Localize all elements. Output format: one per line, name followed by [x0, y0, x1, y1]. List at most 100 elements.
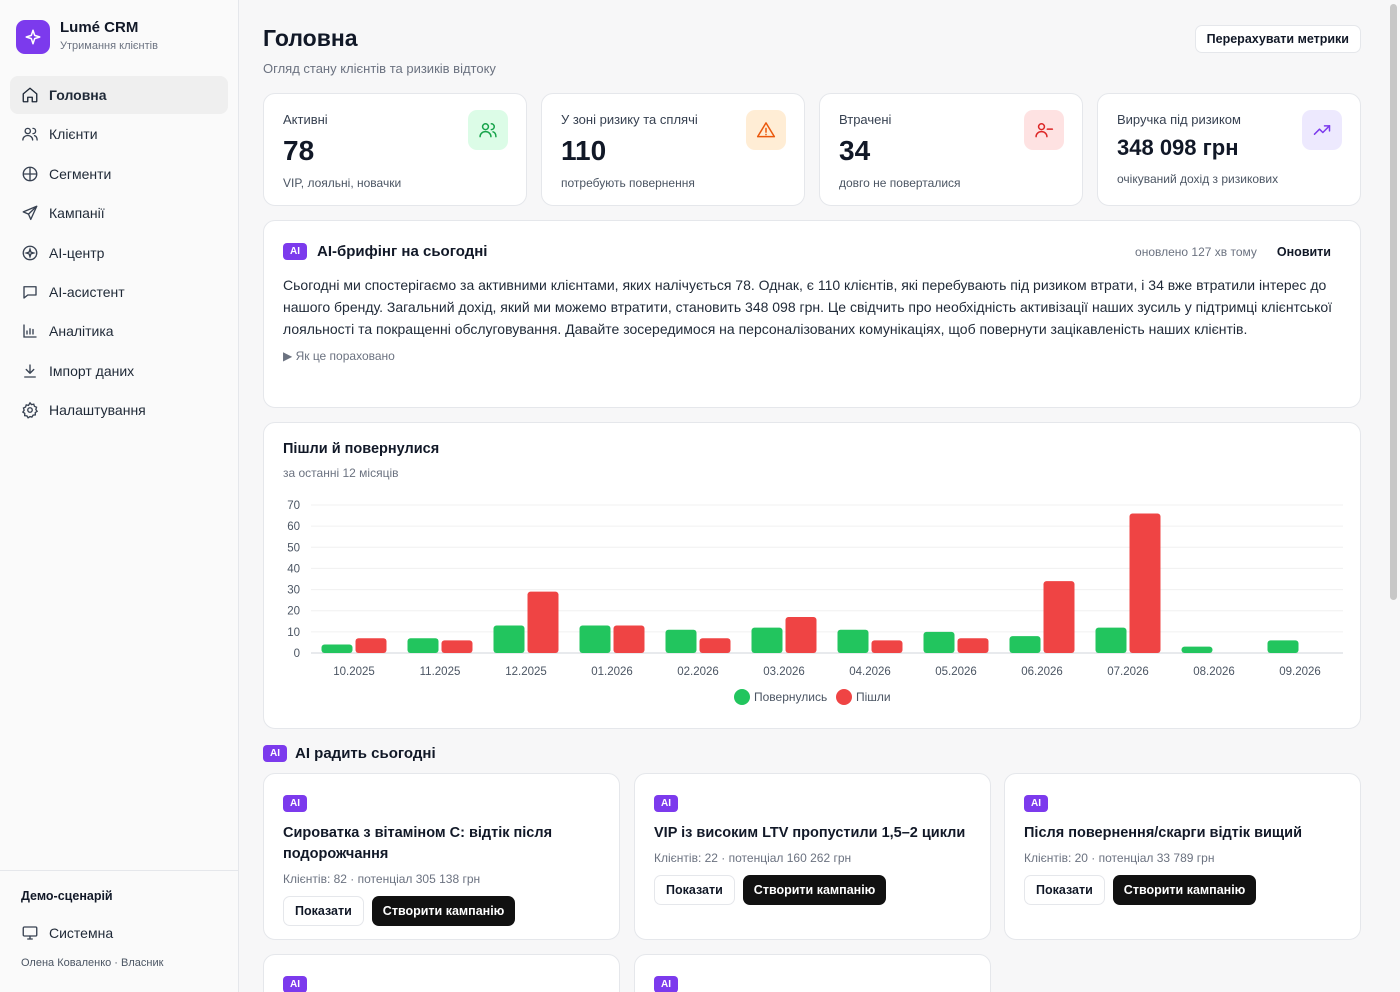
stat-label: Виручка під ризиком: [1117, 112, 1241, 127]
nav-label: Налаштування: [49, 402, 146, 419]
chart-subtitle: за останні 12 місяців: [283, 466, 399, 480]
bar-returned: [751, 627, 783, 653]
nav-item-analytics[interactable]: Аналітика: [10, 312, 228, 350]
nav-item-segments[interactable]: Сегменти: [10, 155, 228, 193]
ai-badge: AI: [283, 795, 307, 812]
trend-icon: [1302, 110, 1342, 150]
ai-briefing-card: AI AI-брифінг на сьогодні оновлено 127 х…: [263, 220, 1361, 408]
show-button[interactable]: Показати: [654, 875, 735, 905]
ai-badge: AI: [263, 745, 287, 762]
stat-card-active[interactable]: Активні 78 VIP, лояльні, новачки: [263, 93, 527, 206]
advice-meta: Клієнтів: 22 · потенціал 160 262 грн: [654, 851, 852, 865]
stat-value: 78: [283, 135, 315, 166]
bar-returned: [1009, 636, 1041, 653]
brand-name: Lumé CRM: [60, 19, 139, 36]
stat-card-lost[interactable]: Втрачені 34 довго не поверталися: [819, 93, 1083, 206]
x-tick-label: 09.2026: [1279, 666, 1321, 678]
main-nav: Головна Клієнти Сегменти Кампанії AI-цен…: [10, 76, 228, 431]
page-scrollbar[interactable]: [1390, 4, 1397, 600]
nav-item-settings[interactable]: Налаштування: [10, 391, 228, 429]
briefing-updated: оновлено 127 хв тому: [1135, 244, 1257, 259]
advice-title: Сироватка з вітаміном С: відтік після по…: [283, 825, 553, 862]
recalculate-metrics-button[interactable]: Перерахувати метрики: [1194, 25, 1361, 53]
stat-label: Активні: [283, 112, 328, 127]
show-button[interactable]: Показати: [1024, 875, 1105, 905]
x-tick-label: 05.2026: [935, 666, 977, 678]
bar-returned: [493, 625, 525, 653]
advice-card: AI Сироватка з вітаміном С: відтік після…: [263, 773, 620, 940]
bar-left: [441, 640, 473, 653]
how-calculated-toggle[interactable]: ▶ Як це пораховано: [283, 349, 395, 363]
analytics-icon: [23, 324, 37, 339]
x-tick-label: 12.2025: [505, 666, 547, 678]
brand-subtitle: Утримання клієнтів: [60, 40, 158, 52]
nav-item-clients[interactable]: Клієнти: [10, 115, 228, 153]
ai-badge: AI: [1024, 795, 1048, 812]
nav-item-campaigns[interactable]: Кампанії: [10, 194, 228, 232]
stat-card-at-risk[interactable]: У зоні ризику та сплячі 110 потребують п…: [541, 93, 805, 206]
sidebar: Lumé CRM Утримання клієнтів Головна Кліє…: [0, 0, 239, 992]
ai-center-icon: [22, 245, 38, 260]
monitor-icon: [22, 926, 38, 940]
bar-returned: [837, 629, 869, 653]
legend-swatch: [734, 689, 750, 705]
ai-badge: AI: [283, 243, 307, 260]
advice-card: AI VIP із високим LTV пропустили 1,5–2 ц…: [634, 773, 991, 940]
gear-icon: [21, 401, 39, 419]
demo-scenario-title: Демо-сценарій: [21, 889, 113, 903]
nav-item-import[interactable]: Імпорт даних: [10, 352, 228, 390]
nav-label: Аналітика: [49, 323, 114, 340]
stat-card-revenue-risk[interactable]: Виручка під ризиком 348 098 грн очікуван…: [1097, 93, 1361, 206]
create-campaign-button[interactable]: Створити кампанію: [371, 896, 516, 926]
nav-label: Клієнти: [49, 126, 98, 143]
home-icon: [22, 87, 38, 103]
create-campaign-button[interactable]: Створити кампанію: [742, 875, 887, 905]
x-tick-label: 06.2026: [1021, 666, 1063, 678]
nav-item-ai-assistant[interactable]: AI-асистент: [10, 273, 228, 311]
page-subtitle: Огляд стану клієнтів та ризиків відтоку: [263, 61, 496, 76]
stat-value: 348 098 грн: [1117, 135, 1239, 160]
x-tick-label: 02.2026: [677, 666, 719, 678]
advice-title: VIP із високим LTV пропустили 1,5–2 цикл…: [654, 825, 966, 841]
nav-label: Імпорт даних: [49, 362, 135, 379]
stat-note: потребують повернення: [561, 176, 695, 190]
y-tick-label: 10: [287, 627, 300, 639]
nav-label: Сегменти: [49, 165, 112, 182]
create-campaign-button[interactable]: Створити кампанію: [1112, 875, 1257, 905]
user-minus-icon: [1024, 110, 1064, 150]
bar-left: [957, 638, 989, 653]
brand[interactable]: Lumé CRM Утримання клієнтів: [16, 19, 158, 54]
ai-badge: AI: [654, 795, 678, 812]
nav-item-ai-center[interactable]: AI-центр: [10, 234, 228, 272]
bar-left: [527, 591, 559, 653]
bar-returned: [923, 631, 955, 653]
nav-item-home[interactable]: Головна: [10, 76, 228, 114]
users-icon: [22, 128, 38, 142]
bar-left: [871, 640, 903, 653]
download-icon: [24, 364, 36, 378]
y-tick-label: 70: [287, 500, 300, 512]
y-tick-label: 30: [287, 585, 300, 597]
show-button[interactable]: Показати: [283, 896, 364, 926]
legend-swatch: [836, 689, 852, 705]
legend-label: Пішли: [856, 690, 891, 704]
stat-label: Втрачені: [839, 112, 892, 127]
sidebar-footer: Демо-сценарій Системна Олена Коваленко ·…: [0, 870, 238, 969]
y-tick-label: 60: [287, 521, 300, 533]
ai-badge: AI: [654, 976, 678, 992]
bar-returned: [407, 638, 439, 653]
refresh-briefing-button[interactable]: Оновити: [1276, 244, 1331, 259]
bar-left: [699, 638, 731, 653]
nav-label: AI-центр: [49, 244, 105, 261]
theme-system-toggle[interactable]: Системна: [21, 924, 238, 942]
x-tick-label: 04.2026: [849, 666, 891, 678]
nav-label: AI-асистент: [49, 283, 125, 300]
current-user: Олена Коваленко · Власник: [21, 957, 164, 969]
legend-label: Повернулись: [754, 690, 827, 704]
y-tick-label: 40: [287, 563, 300, 575]
y-tick-label: 20: [287, 606, 300, 618]
bar-left: [613, 625, 645, 653]
bar-left: [1043, 581, 1075, 653]
briefing-text: Сьогодні ми спостерігаємо за активними к…: [283, 277, 1333, 337]
x-tick-label: 08.2026: [1193, 666, 1235, 678]
